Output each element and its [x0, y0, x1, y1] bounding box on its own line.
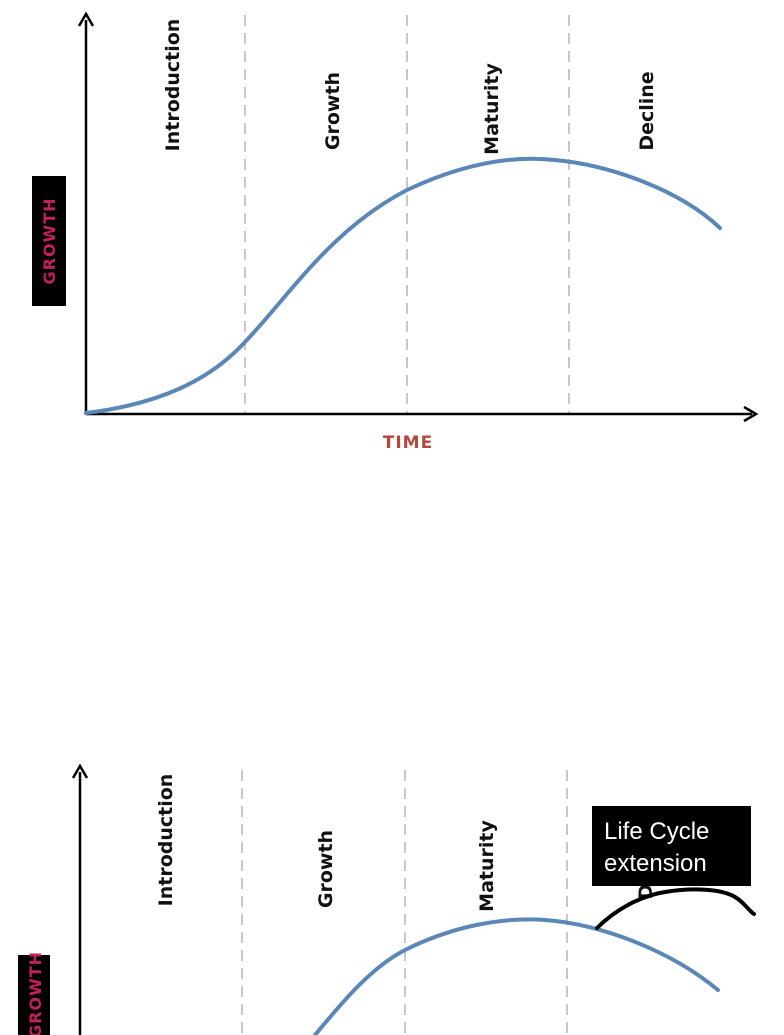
stage-label-growth: Growth: [315, 830, 337, 908]
stage-label-maturity: Maturity: [481, 63, 503, 155]
life-cycle-curve: [84, 156, 722, 415]
life-cycle-extension-callout: [592, 806, 751, 886]
y-axis-label-background: [32, 176, 66, 306]
y-axis-arrow: [77, 11, 95, 27]
y-axis-label: GROWTH: [26, 951, 45, 1035]
stage-label-growth: Growth: [322, 72, 344, 150]
x-axis-label: TIME: [383, 433, 433, 453]
life-cycle-extension-svg: Introduction Growth Maturity Decline Lif…: [18, 763, 756, 1035]
stage-label-introduction: Introduction: [162, 19, 184, 152]
callout-line-2: extension: [604, 850, 707, 877]
product-life-cycle-diagram: Introduction Growth Maturity Decline GRO…: [0, 0, 784, 470]
extension-curve: [595, 887, 756, 930]
y-axis-arrow: [71, 763, 89, 779]
y-axis-label-background: [18, 955, 50, 1035]
stage-label-maturity: Maturity: [476, 820, 498, 912]
x-axis-arrow: [743, 405, 759, 423]
y-axis-label: GROWTH: [40, 197, 59, 284]
stage-label-introduction: Introduction: [155, 774, 177, 907]
stage-label-decline: Decline: [636, 71, 658, 150]
life-cycle-extension-diagram: Introduction Growth Maturity Decline Lif…: [0, 750, 784, 1035]
callout-line-1: Life Cycle: [604, 818, 709, 845]
life-cycle-svg: Introduction Growth Maturity Decline GRO…: [32, 11, 759, 453]
life-cycle-curve: [313, 917, 720, 1035]
